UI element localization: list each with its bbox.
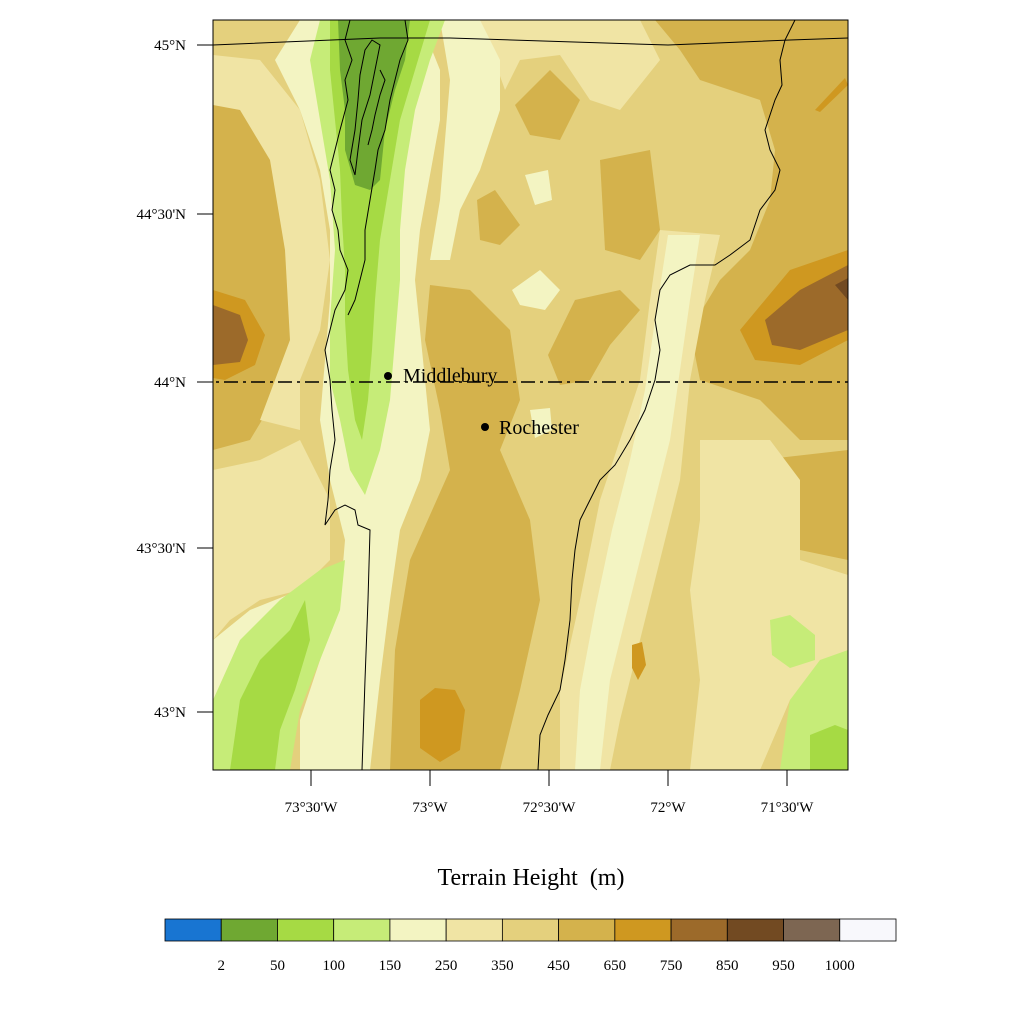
colorbar-label: 100	[322, 958, 345, 974]
terrain-gold-patch-center	[548, 290, 640, 385]
marker-middlebury	[384, 372, 392, 380]
terrain-brown-east-peak	[765, 265, 848, 350]
lake-champlain-shoreline-east	[347, 20, 409, 316]
lat-tick-label: 43°30'N	[136, 541, 186, 557]
colorbar-label: 50	[270, 958, 285, 974]
colorbar-label: 2	[217, 958, 225, 974]
terrain-green-southwest	[230, 600, 310, 770]
colorbar-swatch	[839, 918, 897, 942]
colorbar-label: 1000	[825, 958, 855, 974]
colorbar-title: Terrain Height (m)	[438, 865, 625, 891]
terrain-cream-patch-2	[512, 270, 560, 310]
colorbar-label: 250	[435, 958, 458, 974]
colorbar-swatch	[220, 918, 278, 942]
colorbar-label: 450	[547, 958, 570, 974]
marker-rochester	[481, 423, 489, 431]
colorbar-label: 850	[716, 958, 739, 974]
terrain-fill	[213, 20, 848, 770]
colorbar-label: 750	[660, 958, 683, 974]
terrain-dark-green-valley	[338, 20, 410, 190]
lake-champlain-inner	[367, 69, 386, 146]
terrain-cream-patch-3	[530, 408, 552, 438]
terrain-orange-small-patch	[632, 642, 646, 680]
boundary-lines	[213, 20, 848, 770]
map-frame	[212, 19, 849, 771]
colorbar-label: 350	[491, 958, 514, 974]
lon-tick-label: 73°30'W	[285, 800, 339, 816]
label-rochester: Rochester	[499, 417, 579, 439]
terrain-orange-ne-streak	[815, 78, 848, 112]
colorbar-swatch	[558, 918, 616, 942]
colorbar-label: 950	[772, 958, 795, 974]
colorbar-swatch	[726, 918, 784, 942]
lake-champlain-island	[349, 39, 381, 176]
colorbar-swatch	[670, 918, 728, 942]
colorbar-swatch	[277, 918, 335, 942]
map-panel	[213, 20, 848, 770]
colorbar-swatch	[164, 918, 222, 942]
lat-tick-label: 44°N	[154, 375, 186, 391]
lon-tick-label: 71°30'W	[761, 800, 815, 816]
vermont-nh-border	[537, 20, 796, 770]
place-markers	[384, 372, 489, 431]
colorbar-swatch	[614, 918, 672, 942]
colorbar-title-units: (m)	[590, 865, 625, 891]
colorbar-swatch	[445, 918, 503, 942]
label-middlebury: Middlebury	[403, 365, 497, 387]
terrain-pale-tan-southeast	[690, 440, 848, 770]
terrain-cream-north-east	[430, 20, 500, 260]
terrain-pale-tan-southwest	[213, 440, 330, 640]
canada-border-line	[213, 37, 848, 46]
lon-tick-label: 72°W	[650, 800, 686, 816]
colorbar-swatch	[783, 918, 841, 942]
colorbar-swatch	[501, 918, 560, 942]
lat-tick-label: 44°30'N	[136, 207, 186, 223]
terrain-brown-west-peak	[213, 305, 248, 365]
lon-tick-label: 73°W	[412, 800, 448, 816]
lat-tick-label: 43°N	[154, 705, 186, 721]
terrain-gold-patch-mid	[477, 190, 520, 245]
terrain-light-green-southeast	[770, 615, 815, 668]
colorbar-swatch	[333, 918, 391, 942]
colorbar	[164, 918, 897, 942]
lake-champlain-shoreline-west	[324, 20, 371, 770]
lon-tick-label: 72°30'W	[523, 800, 577, 816]
terrain-dark-brown-east-peak	[835, 278, 848, 300]
terrain-cream-patch-1	[525, 170, 552, 205]
colorbar-swatch	[389, 918, 447, 942]
terrain-gold-central-ridge	[390, 285, 540, 770]
colorbar-label: 650	[604, 958, 627, 974]
colorbar-label: 150	[379, 958, 402, 974]
terrain-gold-patch-east	[600, 150, 660, 260]
terrain-gold-patch-ne	[515, 70, 580, 140]
terrain-pale-tan-north	[480, 20, 660, 110]
terrain-pale-tan-west-upper	[213, 55, 330, 430]
colorbar-title-text: Terrain Height	[438, 865, 579, 891]
terrain-orange-south-patch	[420, 688, 465, 762]
terrain-green-se-corner	[810, 725, 848, 770]
lon-axis: 73°30'W 73°W 72°30'W 72°W 71°30'W	[285, 770, 815, 816]
terrain-cream-strip-east	[575, 235, 700, 770]
lat-tick-label: 45°N	[154, 38, 186, 54]
colorbar-labels: 2 50 100 150 250 350 450 650 750 850 950 1000	[217, 958, 854, 974]
lat-axis: 45°N 44°30'N 44°N 43°30'N 43°N	[136, 38, 213, 721]
